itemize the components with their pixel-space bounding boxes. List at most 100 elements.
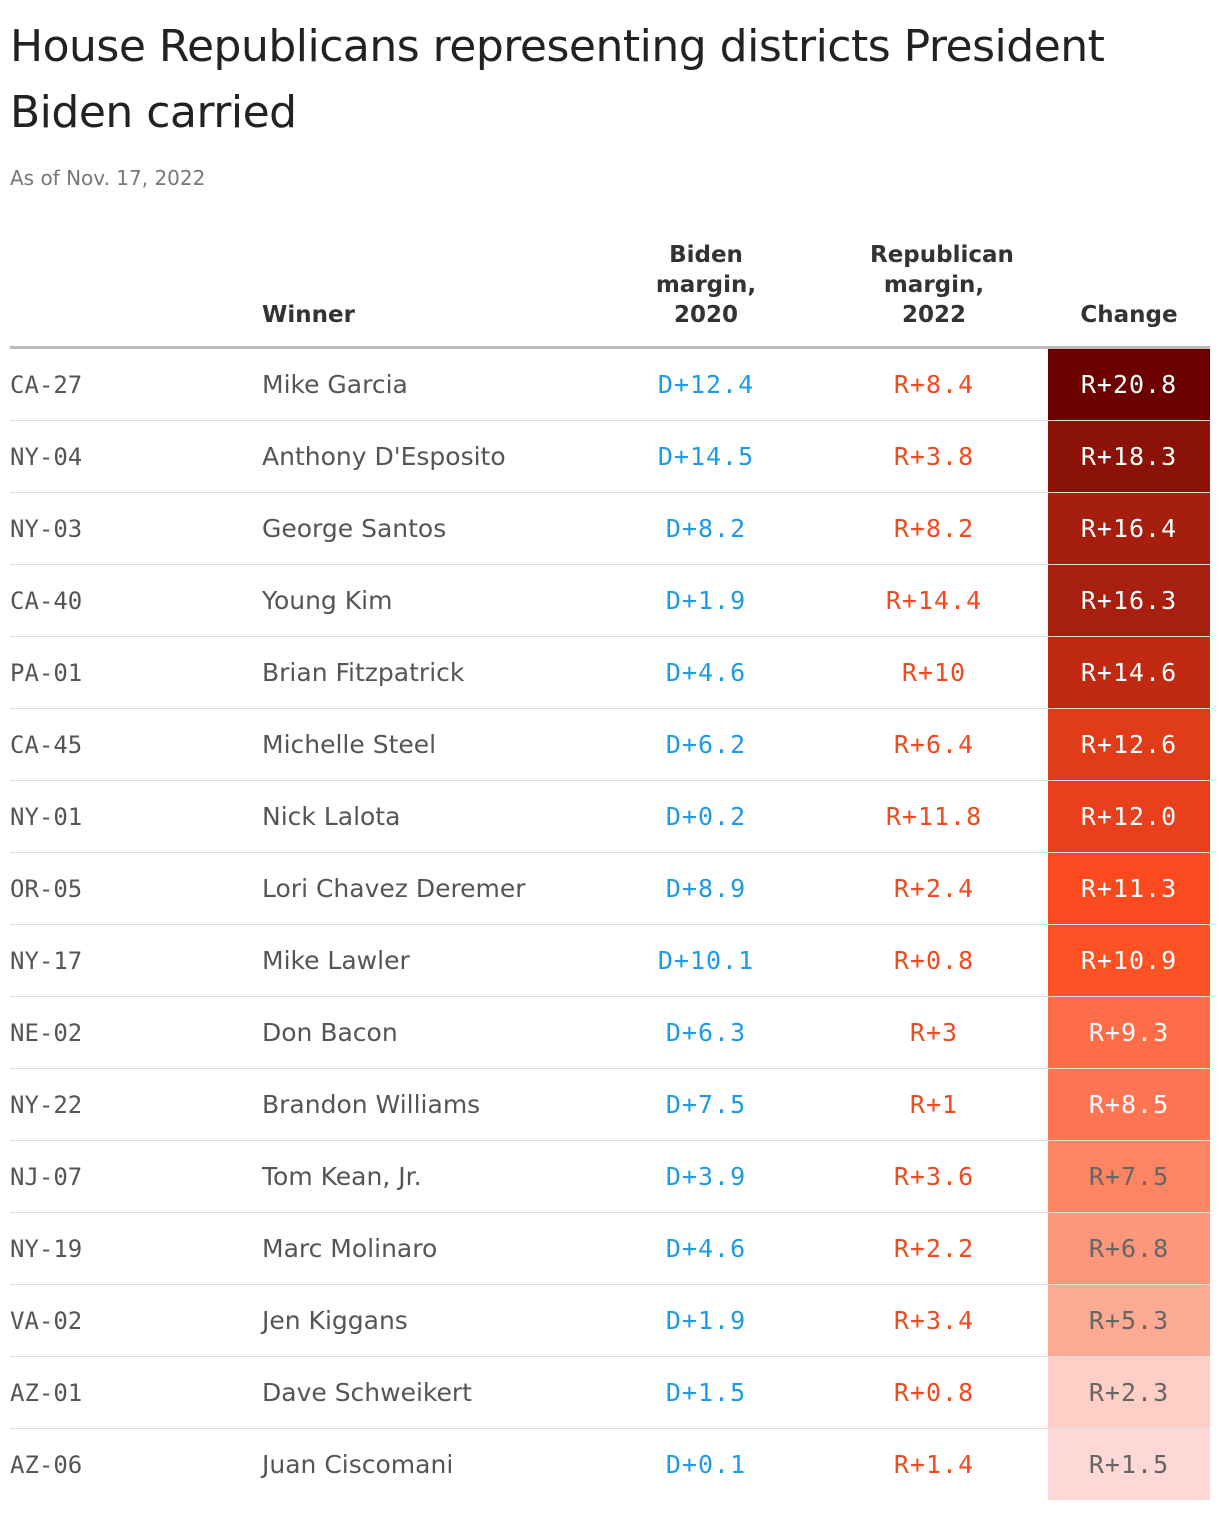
change: R+2.3 [1048, 1356, 1210, 1429]
winner: Brian Fitzpatrick [262, 636, 592, 709]
column-header: Biden margin, 2020 [592, 240, 820, 349]
district: PA-01 [10, 636, 262, 709]
change: R+6.8 [1048, 1212, 1210, 1285]
biden-margin: D+7.5 [592, 1068, 820, 1141]
winner: Michelle Steel [262, 708, 592, 781]
change: R+16.4 [1048, 492, 1210, 565]
header-row: Winner Biden margin, 2020 Republican mar… [10, 240, 1210, 349]
district-header [10, 240, 262, 349]
biden-margin: D+1.5 [592, 1356, 820, 1429]
district: NY-19 [10, 1212, 262, 1285]
row: NJ-07 Tom Kean, Jr. D+3.9 R+3.6 R+7.5 [10, 1140, 1210, 1213]
biden-margin: D+8.2 [592, 492, 820, 565]
winner: Mike Lawler [262, 924, 592, 997]
district: NY-17 [10, 924, 262, 997]
biden-margin: D+0.2 [592, 780, 820, 853]
winner: Tom Kean, Jr. [262, 1140, 592, 1213]
winner: George Santos [262, 492, 592, 565]
biden-margin: D+12.4 [592, 347, 820, 421]
change: R+1.5 [1048, 1428, 1210, 1500]
republican-margin: R+3.8 [820, 420, 1048, 493]
row: NY-01 Nick Lalota D+0.2 R+11.8 R+12.0 [10, 780, 1210, 853]
biden-margin: D+8.9 [592, 852, 820, 925]
biden-margin: D+6.2 [592, 708, 820, 781]
district: AZ-01 [10, 1356, 262, 1429]
change: R+10.9 [1048, 924, 1210, 997]
column-header: Republican margin, 2022 [820, 240, 1048, 349]
biden-margin: D+1.9 [592, 564, 820, 637]
biden-margin: D+4.6 [592, 1212, 820, 1285]
row: OR-05 Lori Chavez Deremer D+8.9 R+2.4 R+11.3 [10, 852, 1210, 925]
change: R+12.6 [1048, 708, 1210, 781]
republican-margin: R+3 [820, 996, 1048, 1069]
row: AZ-01 Dave Schweikert D+1.5 R+0.8 R+2.3 [10, 1356, 1210, 1429]
district: NY-03 [10, 492, 262, 565]
change: R+7.5 [1048, 1140, 1210, 1213]
winner: Young Kim [262, 564, 592, 637]
republican-margin: R+3.4 [820, 1284, 1048, 1357]
row: NY-19 Marc Molinaro D+4.6 R+2.2 R+6.8 [10, 1212, 1210, 1285]
row: NY-03 George Santos D+8.2 R+8.2 R+16.4 [10, 492, 1210, 565]
biden-margin: D+14.5 [592, 420, 820, 493]
row: CA-40 Young Kim D+1.9 R+14.4 R+16.3 [10, 564, 1210, 637]
winner: Mike Garcia [262, 347, 592, 421]
change: R+8.5 [1048, 1068, 1210, 1141]
change: R+12.0 [1048, 780, 1210, 853]
title: House Republicans representing districts… [10, 21, 1105, 138]
change: R+16.3 [1048, 564, 1210, 637]
district: NJ-07 [10, 1140, 262, 1213]
republican-margin: R+8.2 [820, 492, 1048, 565]
row: CA-27 Mike Garcia D+12.4 R+8.4 R+20.8 [10, 347, 1210, 421]
district: CA-40 [10, 564, 262, 637]
winner: Brandon Williams [262, 1068, 592, 1141]
row: PA-01 Brian Fitzpatrick D+4.6 R+10 R+14.6 [10, 636, 1210, 709]
district: CA-45 [10, 708, 262, 781]
column-header: Winner [262, 240, 592, 349]
biden-margin: D+10.1 [592, 924, 820, 997]
republican-margin: R+3.6 [820, 1140, 1048, 1213]
winner: Marc Molinaro [262, 1212, 592, 1285]
change: R+5.3 [1048, 1284, 1210, 1357]
district: NY-22 [10, 1068, 262, 1141]
republican-margin: R+10 [820, 636, 1048, 709]
winner: Lori Chavez Deremer [262, 852, 592, 925]
change: R+11.3 [1048, 852, 1210, 925]
republican-margin: R+0.8 [820, 924, 1048, 997]
change: R+18.3 [1048, 420, 1210, 493]
biden-margin: D+4.6 [592, 636, 820, 709]
column-header: Change [1048, 240, 1210, 349]
row: NY-22 Brandon Williams D+7.5 R+1 R+8.5 [10, 1068, 1210, 1141]
republican-margin: R+2.2 [820, 1212, 1048, 1285]
district: CA-27 [10, 347, 262, 421]
winner: Jen Kiggans [262, 1284, 592, 1357]
district: VA-02 [10, 1284, 262, 1357]
biden-margin: D+1.9 [592, 1284, 820, 1357]
district: NE-02 [10, 996, 262, 1069]
biden-margin: D+3.9 [592, 1140, 820, 1213]
change: R+14.6 [1048, 636, 1210, 709]
winner: Don Bacon [262, 996, 592, 1069]
results-table: Winner Biden margin, 2020 Republican mar… [10, 240, 1210, 1500]
republican-margin: R+6.4 [820, 708, 1048, 781]
change: R+20.8 [1048, 347, 1210, 421]
district: NY-04 [10, 420, 262, 493]
republican-margin: R+1.4 [893, 1450, 975, 1479]
republican-margin: R+14.4 [820, 564, 1048, 637]
district: NY-01 [10, 780, 262, 853]
district: AZ-06 [10, 1450, 83, 1479]
winner: Anthony D'Esposito [262, 420, 592, 493]
district: OR-05 [10, 852, 262, 925]
biden-margin: D+0.1 [665, 1450, 747, 1479]
row: AZ-06 Juan Ciscomani D+0.1 R+1.4 R+1.5 [10, 1428, 1210, 1500]
republican-margin: R+0.8 [820, 1356, 1048, 1429]
winner: Dave Schweikert [262, 1356, 592, 1429]
republican-margin: R+2.4 [820, 852, 1048, 925]
biden-margin: D+6.3 [592, 996, 820, 1069]
republican-margin: R+11.8 [820, 780, 1048, 853]
winner: Nick Lalota [262, 780, 592, 853]
row: NY-17 Mike Lawler D+10.1 R+0.8 R+10.9 [10, 924, 1210, 997]
winner: Juan Ciscomani [262, 1450, 454, 1479]
row: CA-45 Michelle Steel D+6.2 R+6.4 R+12.6 [10, 708, 1210, 781]
republican-margin: R+8.4 [820, 347, 1048, 421]
